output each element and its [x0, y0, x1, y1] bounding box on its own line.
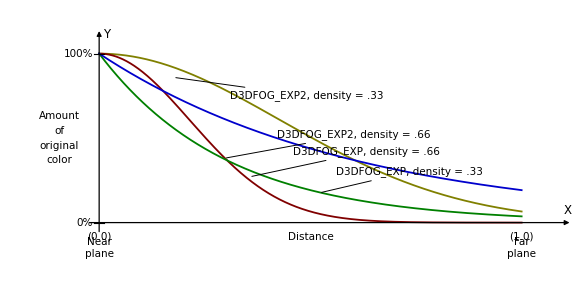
- Text: Distance: Distance: [287, 232, 333, 242]
- Text: (1.0): (1.0): [509, 232, 534, 242]
- Text: (0.0): (0.0): [87, 232, 112, 242]
- Text: Amount
of
original
color: Amount of original color: [39, 111, 79, 165]
- Text: 100%: 100%: [63, 49, 93, 59]
- Text: D3DFOG_EXP2, density = .33: D3DFOG_EXP2, density = .33: [176, 78, 384, 101]
- Text: Y: Y: [103, 28, 110, 41]
- Text: X: X: [564, 204, 572, 217]
- Text: D3DFOG_EXP2, density = .66: D3DFOG_EXP2, density = .66: [227, 129, 430, 158]
- Text: D3DFOG_EXP, density = .33: D3DFOG_EXP, density = .33: [322, 166, 482, 192]
- Text: Near
plane: Near plane: [85, 237, 114, 259]
- Text: 0%: 0%: [77, 218, 93, 228]
- Text: D3DFOG_EXP, density = .66: D3DFOG_EXP, density = .66: [252, 146, 440, 176]
- Text: Far
plane: Far plane: [507, 237, 536, 259]
